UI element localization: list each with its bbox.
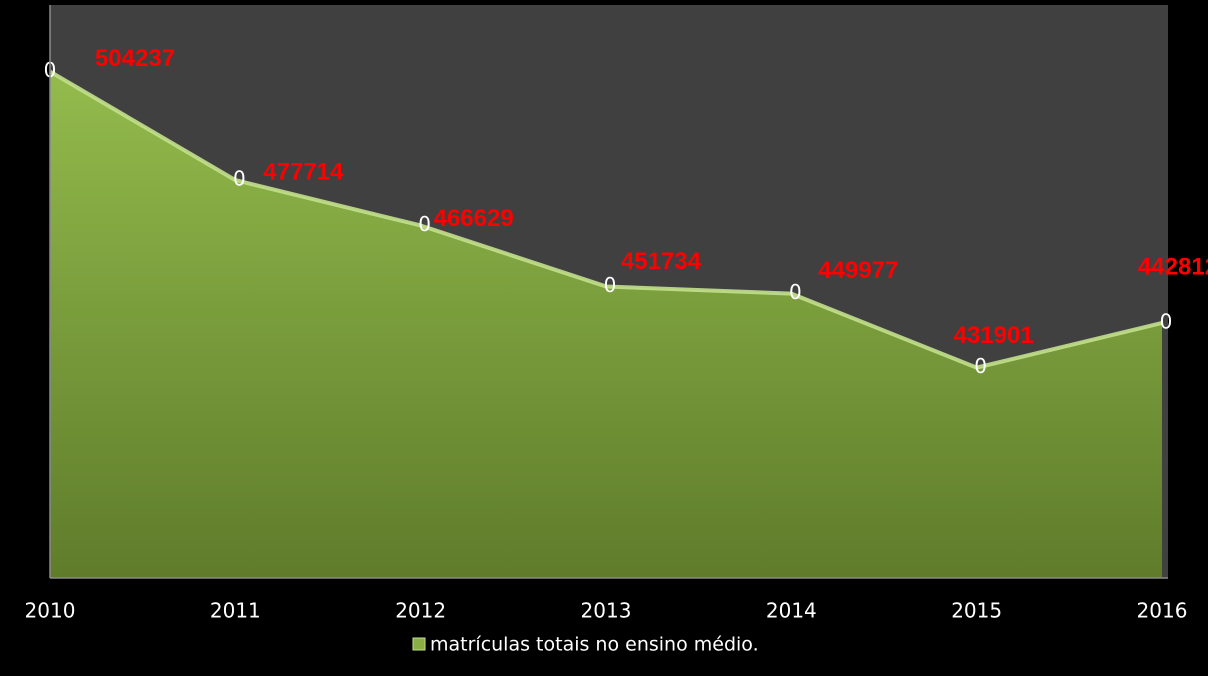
x-tick-label: 2011 <box>210 599 261 623</box>
data-label: 504237 <box>95 45 175 72</box>
point-label: 0 <box>789 280 802 304</box>
point-label: 0 <box>418 212 431 236</box>
x-tick-label: 2016 <box>1137 599 1188 623</box>
x-tick-label: 2015 <box>951 599 1002 623</box>
data-label: 449977 <box>818 257 898 284</box>
area <box>50 71 1162 578</box>
point-label: 0 <box>1160 309 1173 333</box>
data-label: 442812 <box>1138 253 1208 280</box>
legend-label: matrículas totais no ensino médio. <box>430 634 759 656</box>
x-tick-label: 2010 <box>25 599 76 623</box>
x-tick-label: 2013 <box>581 599 632 623</box>
data-label: 431901 <box>954 322 1034 349</box>
point-label: 0 <box>604 273 617 297</box>
x-tick-label: 2014 <box>766 599 817 623</box>
data-label: 466629 <box>434 205 514 232</box>
point-label: 0 <box>233 167 246 191</box>
x-tick-label: 2012 <box>395 599 446 623</box>
data-label: 477714 <box>263 158 344 185</box>
data-label: 451734 <box>621 248 702 275</box>
point-label: 0 <box>974 354 987 378</box>
line <box>48 69 1163 370</box>
legend-swatch <box>412 637 426 651</box>
